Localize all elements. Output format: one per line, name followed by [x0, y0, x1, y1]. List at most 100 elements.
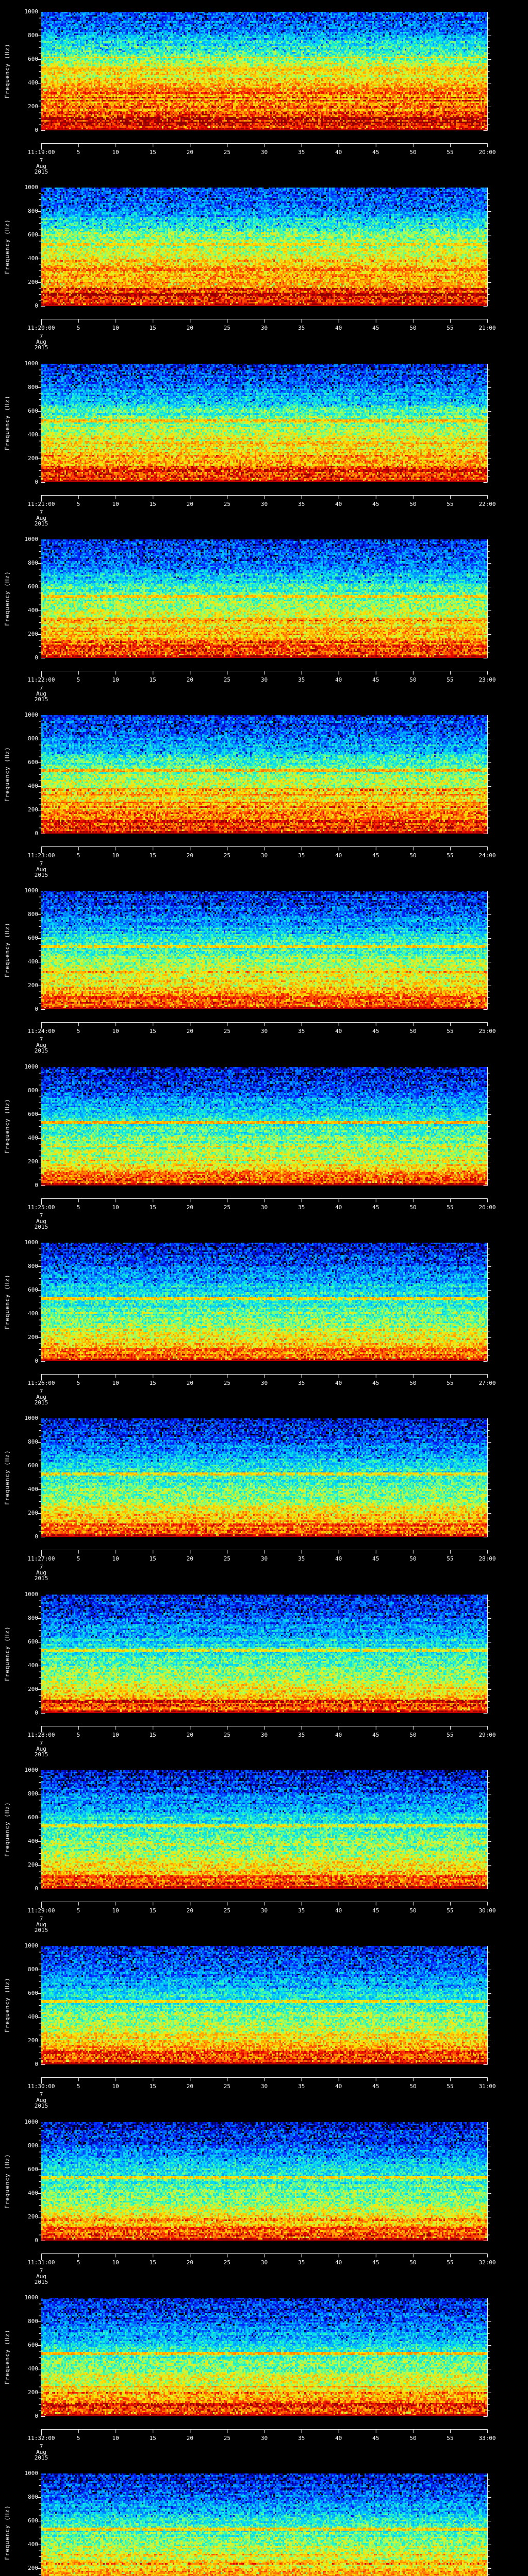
- y-tick-label: 400: [28, 1310, 38, 1317]
- y-tick-label: 0: [35, 654, 38, 661]
- x-end-time-label: 26:00: [478, 1204, 496, 1211]
- y-tick-label: 0: [35, 302, 38, 309]
- x-tick-label: 55: [447, 501, 454, 507]
- x-tick-label: 20: [186, 149, 193, 156]
- x-tick-label: 5: [76, 149, 80, 156]
- x-tick-label: 25: [223, 325, 231, 331]
- x-tick-label: 45: [372, 1732, 380, 1738]
- spectrogram-panel: Frequency (Hz) 0 200 400 600 800 1000 11:22:00 5…: [0, 528, 528, 704]
- y-tick-label: 800: [28, 2318, 38, 2325]
- x-tick-label: 55: [447, 2083, 454, 2090]
- spectrogram-canvas: [41, 715, 487, 834]
- date-label: Aug: [36, 515, 46, 521]
- x-tick-label: 30: [260, 149, 268, 156]
- date-label: 2015: [34, 872, 48, 878]
- x-tick-label: 10: [112, 149, 119, 156]
- spectrogram-panel: Frequency (Hz) 0 200 400 600 800 1000 11:20:00 5…: [0, 176, 528, 352]
- spectrogram-panel: Frequency (Hz) 0 200 400 600 800 1000 11:25:00 5…: [0, 1055, 528, 1231]
- x-tick-label: 45: [372, 2435, 380, 2442]
- y-tick-label: 400: [28, 255, 38, 262]
- x-end-time-label: 29:00: [478, 1732, 496, 1738]
- x-tick-label: 20: [186, 1204, 193, 1211]
- x-tick-label: 30: [260, 1204, 268, 1211]
- y-tick-label: 1000: [24, 536, 39, 543]
- x-tick-label: 5: [76, 1907, 80, 1914]
- x-tick-label: 25: [223, 1555, 231, 1562]
- y-tick-label: 400: [28, 2013, 38, 2020]
- x-tick-label: 35: [298, 149, 305, 156]
- x-tick-label: 15: [149, 501, 156, 507]
- y-axis-label: Frequency (Hz): [4, 922, 11, 978]
- y-axis-label: Frequency (Hz): [4, 2505, 11, 2561]
- x-tick-label: 10: [112, 325, 119, 331]
- y-tick-label: 0: [35, 1358, 38, 1364]
- x-tick-label: 40: [335, 2259, 342, 2266]
- x-tick-label: 25: [223, 501, 231, 507]
- spectrogram-canvas: [41, 2473, 487, 2576]
- date-label: Aug: [36, 2097, 46, 2104]
- x-tick-label: 5: [76, 1028, 80, 1035]
- y-axis-label: Frequency (Hz): [4, 1450, 11, 1505]
- x-start-time-label: 11:28:00: [27, 1732, 55, 1738]
- y-tick-label: 1000: [24, 8, 39, 15]
- y-tick-label: 0: [35, 2237, 38, 2244]
- y-tick-label: 0: [35, 1006, 38, 1012]
- x-tick-label: 55: [447, 1732, 454, 1738]
- y-tick-label: 1000: [24, 887, 39, 894]
- date-label: 7: [39, 2443, 43, 2450]
- y-tick-label: 1000: [24, 711, 39, 718]
- date-label: Aug: [36, 163, 46, 170]
- x-tick-label: 15: [149, 1907, 156, 1914]
- y-tick-label: 1000: [24, 360, 39, 367]
- x-tick-label: 5: [76, 852, 80, 859]
- date-label: 2015: [34, 696, 48, 703]
- y-tick-label: 400: [28, 431, 38, 438]
- x-tick-label: 20: [186, 2083, 193, 2090]
- y-axis-label: Frequency (Hz): [4, 219, 11, 275]
- x-tick-label: 45: [372, 501, 380, 507]
- x-tick-label: 35: [298, 1555, 305, 1562]
- y-tick-label: 400: [28, 79, 38, 86]
- x-tick-label: 5: [76, 676, 80, 683]
- date-label: 7: [39, 509, 43, 516]
- x-tick-label: 40: [335, 852, 342, 859]
- spectrogram-canvas: [41, 1243, 487, 1361]
- date-label: 7: [39, 1564, 43, 1570]
- y-tick-label: 200: [28, 1158, 38, 1165]
- x-tick-label: 35: [298, 2259, 305, 2266]
- x-end-time-label: 27:00: [478, 1380, 496, 1386]
- x-tick-label: 25: [223, 1380, 231, 1386]
- x-tick-label: 25: [223, 1907, 231, 1914]
- date-label: 2015: [34, 520, 48, 527]
- x-tick-label: 25: [223, 2435, 231, 2442]
- y-tick-label: 400: [28, 607, 38, 614]
- y-tick-label: 800: [28, 735, 38, 742]
- spectrogram-panel: Frequency (Hz)0200400600800100011:33:005…: [0, 2462, 528, 2576]
- x-start-time-label: 11:21:00: [27, 501, 55, 507]
- x-end-time-label: 22:00: [478, 501, 496, 507]
- x-tick-label: 45: [372, 2259, 380, 2266]
- x-tick-label: 30: [260, 676, 268, 683]
- x-tick-label: 30: [260, 1907, 268, 1914]
- x-tick-label: 40: [335, 1732, 342, 1738]
- y-axis-label: Frequency (Hz): [4, 2154, 11, 2209]
- x-tick-label: 30: [260, 1028, 268, 1035]
- x-tick-label: 10: [112, 852, 119, 859]
- date-label: 2015: [34, 168, 48, 175]
- x-tick-label: 50: [409, 1732, 417, 1738]
- y-tick-label: 600: [28, 2342, 38, 2348]
- spectrogram-panel: Frequency (Hz) 0 200 400 600 800 1000 11:32:00 5…: [0, 2286, 528, 2462]
- x-tick-label: 30: [260, 1555, 268, 1562]
- spectrogram-panel: Frequency (Hz) 0 200 400 600 800 1000 11:23:00 5…: [0, 703, 528, 879]
- x-tick-label: 15: [149, 149, 156, 156]
- x-tick-label: 15: [149, 1380, 156, 1386]
- x-tick-label: 35: [298, 325, 305, 331]
- date-label: 2015: [34, 1927, 48, 1934]
- y-axis-label: Frequency (Hz): [4, 1977, 11, 2033]
- x-tick-label: 20: [186, 501, 193, 507]
- x-tick-label: 20: [186, 1555, 193, 1562]
- date-label: Aug: [36, 1569, 46, 1576]
- y-tick-label: 200: [28, 2565, 38, 2571]
- y-tick-label: 600: [28, 231, 38, 238]
- x-tick-label: 30: [260, 2435, 268, 2442]
